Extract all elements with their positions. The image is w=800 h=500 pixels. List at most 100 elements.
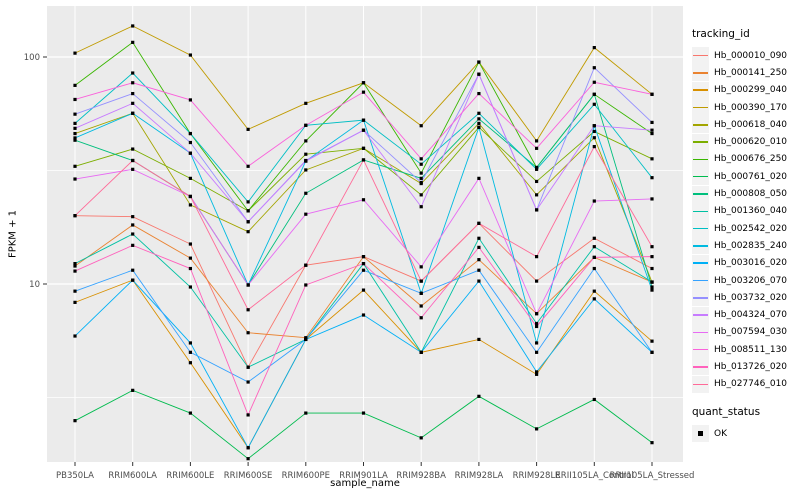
data-point (73, 300, 77, 304)
data-point (188, 266, 192, 271)
legend-key (692, 116, 709, 134)
data-point (650, 128, 654, 132)
data-point (73, 83, 77, 87)
legend-item: Hb_000390_170 (692, 99, 798, 117)
data-point (304, 212, 308, 216)
data-point (73, 289, 77, 293)
legend-item-label: Hb_000299_040 (714, 85, 788, 96)
data-point (361, 90, 366, 94)
data-point (477, 279, 481, 283)
data-point (477, 91, 481, 96)
data-point (246, 413, 250, 417)
data-point (73, 121, 77, 125)
series-color-line (693, 54, 708, 57)
data-point (535, 312, 539, 316)
series-color-line (693, 193, 708, 195)
data-point (73, 164, 77, 168)
legend-title-tracking-id: tracking_id (692, 28, 750, 40)
data-point (419, 316, 423, 320)
legend-key (692, 133, 709, 151)
data-point (419, 171, 423, 175)
data-point (535, 146, 539, 150)
data-point (477, 111, 481, 115)
quant-status-item: OK (692, 425, 798, 443)
data-point (304, 139, 308, 143)
series-color-line (693, 89, 708, 91)
data-point (361, 198, 366, 202)
legend-key (692, 341, 709, 359)
data-point (361, 411, 366, 415)
data-point (131, 167, 135, 171)
x-tick-label: RRIM600LE (166, 471, 214, 481)
data-point (246, 365, 250, 369)
legend-key (692, 237, 709, 255)
series-color-line (693, 210, 708, 213)
data-point (73, 51, 77, 55)
data-point (131, 223, 135, 227)
legend-item-label: Hb_001360_040 (714, 206, 788, 217)
data-point (592, 199, 596, 203)
series-color-line (693, 383, 708, 386)
legend-item: Hb_002835_240 (692, 237, 798, 255)
data-point (246, 457, 250, 461)
data-point (73, 334, 77, 338)
data-point (535, 341, 539, 345)
legend-item-label: Hb_000141_250 (714, 67, 788, 78)
data-point (131, 71, 135, 75)
data-point (73, 112, 77, 116)
data-point (246, 283, 250, 287)
data-point (592, 136, 596, 140)
legend-key (692, 150, 709, 168)
data-point (304, 152, 308, 156)
series-color-line (693, 175, 708, 178)
data-point (592, 80, 596, 84)
data-point (246, 331, 250, 335)
data-point (592, 129, 596, 134)
data-point (188, 176, 192, 180)
data-point (477, 394, 481, 398)
data-point (188, 256, 192, 260)
y-tick-label: 10 (29, 280, 40, 290)
legend-item-label: Hb_003206_070 (714, 275, 788, 286)
data-point (361, 146, 366, 150)
legend-item-label: Hb_002835_240 (714, 240, 788, 251)
series-color-line (693, 158, 708, 161)
y-axis-title: FPKM + 1 (7, 209, 19, 259)
data-point (535, 370, 539, 374)
data-point (650, 197, 654, 201)
y-tick-label: 100 (24, 53, 40, 63)
data-point (188, 98, 192, 102)
legend-item: Hb_000010_090 (692, 47, 798, 65)
legend-item-label: Hb_008511_130 (714, 344, 788, 355)
legend-key (692, 254, 709, 272)
legend-items-list: Hb_000010_090 Hb_000141_250 Hb_000299_040 H… (692, 47, 798, 393)
data-point (535, 427, 539, 431)
legend-item: Hb_008511_130 (692, 341, 798, 359)
legend-key (692, 306, 709, 324)
legend-item: Hb_001360_040 (692, 202, 798, 220)
data-point (650, 131, 654, 136)
data-point (477, 236, 481, 240)
data-point (304, 159, 308, 163)
data-point (188, 350, 192, 354)
data-point (361, 81, 366, 85)
x-tick-label: RRIM600LA (108, 471, 157, 481)
data-point (73, 419, 77, 423)
x-tick-label: RRIM928LA (455, 471, 504, 481)
legend-key (692, 64, 709, 82)
data-point (361, 268, 366, 272)
data-point (131, 40, 135, 44)
legend-item-label: Hb_000620_010 (714, 137, 788, 148)
legend-item-label: Hb_000010_090 (714, 50, 788, 61)
data-point (592, 255, 596, 259)
data-point (73, 126, 77, 130)
legend-item-label: Hb_027746_010 (714, 379, 788, 390)
series-color-line (693, 366, 708, 368)
x-tick-label: RRIM901LA (339, 471, 388, 481)
legend-item: Hb_003732_020 (692, 289, 798, 307)
data-point (419, 162, 423, 166)
series-color-line (693, 124, 708, 126)
data-point (304, 191, 308, 195)
legend-key (692, 220, 709, 238)
